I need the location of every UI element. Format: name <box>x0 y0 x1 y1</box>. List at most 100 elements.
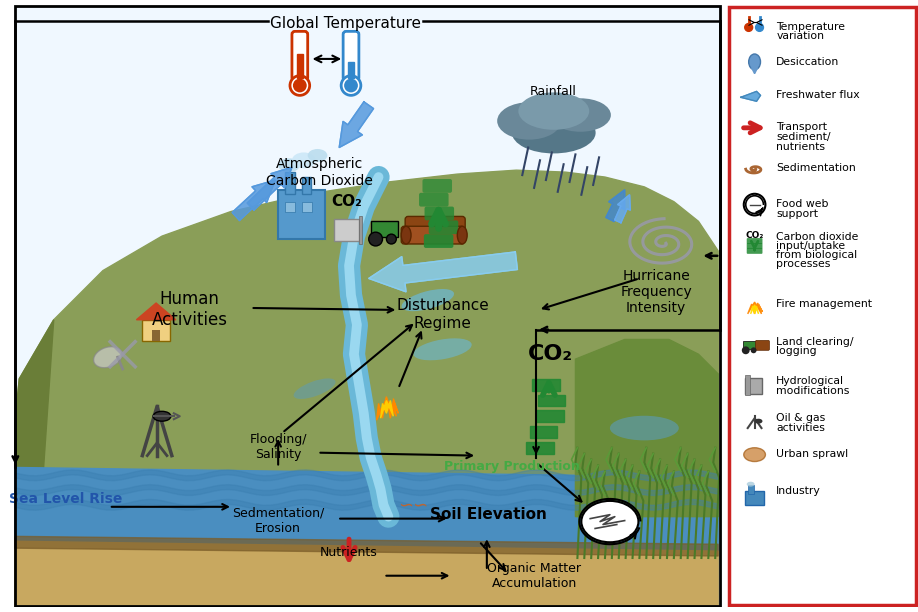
Text: processes: processes <box>777 259 831 269</box>
Text: Freshwater flux: Freshwater flux <box>777 91 860 100</box>
Ellipse shape <box>278 159 300 172</box>
Circle shape <box>742 346 750 354</box>
FancyBboxPatch shape <box>405 217 465 240</box>
Ellipse shape <box>519 92 589 130</box>
Ellipse shape <box>746 482 755 487</box>
Polygon shape <box>526 442 554 453</box>
Circle shape <box>293 78 307 92</box>
Text: Sedmentation/
Erosion: Sedmentation/ Erosion <box>232 507 324 535</box>
Polygon shape <box>747 302 763 314</box>
Polygon shape <box>15 468 718 607</box>
Circle shape <box>751 348 756 353</box>
Text: Organic Matter
Accumulation: Organic Matter Accumulation <box>487 562 581 590</box>
Polygon shape <box>15 170 718 607</box>
Bar <box>743 341 756 349</box>
Polygon shape <box>606 190 624 222</box>
Polygon shape <box>15 190 718 607</box>
Polygon shape <box>576 340 718 517</box>
Text: input/uptake: input/uptake <box>777 241 845 251</box>
Bar <box>285 202 295 212</box>
Bar <box>278 190 325 239</box>
Text: Sea Level Rise: Sea Level Rise <box>9 492 122 506</box>
Bar <box>744 491 765 505</box>
Circle shape <box>386 234 397 244</box>
Polygon shape <box>15 5 918 607</box>
Text: Desiccation: Desiccation <box>777 57 839 67</box>
Text: Fire management: Fire management <box>777 299 872 309</box>
Text: logging: logging <box>777 346 817 356</box>
Text: activities: activities <box>777 423 825 433</box>
Polygon shape <box>15 536 718 556</box>
Circle shape <box>756 23 764 31</box>
Polygon shape <box>348 62 354 78</box>
Polygon shape <box>381 400 393 418</box>
Text: Industry: Industry <box>777 486 821 496</box>
Ellipse shape <box>153 411 171 421</box>
Circle shape <box>744 194 766 215</box>
Polygon shape <box>536 410 564 422</box>
Text: variation: variation <box>777 31 824 42</box>
Polygon shape <box>615 195 631 223</box>
Text: Temperature: Temperature <box>777 21 845 32</box>
Ellipse shape <box>749 54 760 70</box>
Ellipse shape <box>292 152 316 168</box>
Bar <box>334 219 359 241</box>
Circle shape <box>744 23 753 31</box>
Bar <box>302 177 310 194</box>
Text: Rainfall: Rainfall <box>530 85 577 99</box>
Polygon shape <box>15 5 722 607</box>
Text: Food web: Food web <box>777 199 829 209</box>
Bar <box>747 485 754 494</box>
FancyBboxPatch shape <box>343 31 359 81</box>
Text: Disturbance
Regime: Disturbance Regime <box>397 298 489 330</box>
Polygon shape <box>15 541 718 607</box>
Text: Global Temperature: Global Temperature <box>270 16 420 31</box>
Ellipse shape <box>581 501 638 542</box>
Circle shape <box>341 76 361 95</box>
Text: Nutrients: Nutrients <box>320 546 378 559</box>
FancyBboxPatch shape <box>292 31 308 81</box>
FancyBboxPatch shape <box>422 179 452 193</box>
FancyBboxPatch shape <box>756 340 769 350</box>
Bar <box>729 7 916 605</box>
FancyBboxPatch shape <box>424 234 453 248</box>
Ellipse shape <box>755 419 763 424</box>
Polygon shape <box>532 379 560 390</box>
Polygon shape <box>137 303 175 320</box>
Text: from biological: from biological <box>777 250 857 260</box>
Polygon shape <box>339 102 374 147</box>
Text: Atmospheric
Carbon Dioxide: Atmospheric Carbon Dioxide <box>266 157 373 187</box>
Polygon shape <box>530 426 557 438</box>
Text: Land clearing/: Land clearing/ <box>777 337 854 346</box>
Polygon shape <box>751 305 758 314</box>
Bar <box>359 217 362 244</box>
Bar <box>302 202 311 212</box>
Ellipse shape <box>94 346 122 368</box>
Bar <box>371 222 398 237</box>
FancyBboxPatch shape <box>419 193 449 207</box>
Text: Oil & gas: Oil & gas <box>777 413 825 424</box>
Polygon shape <box>297 54 303 78</box>
Bar <box>285 172 295 194</box>
FancyBboxPatch shape <box>424 207 454 220</box>
Text: Sedimentation: Sedimentation <box>777 163 856 173</box>
Ellipse shape <box>308 149 328 162</box>
Text: Soil Elevation: Soil Elevation <box>431 507 547 522</box>
Text: CO₂: CO₂ <box>745 231 764 240</box>
Text: CO₂: CO₂ <box>331 194 363 209</box>
Ellipse shape <box>550 99 610 132</box>
Ellipse shape <box>413 338 472 360</box>
Polygon shape <box>538 395 565 406</box>
Polygon shape <box>376 397 398 420</box>
Ellipse shape <box>401 226 411 244</box>
FancyBboxPatch shape <box>401 226 465 244</box>
Ellipse shape <box>744 448 766 461</box>
Ellipse shape <box>610 416 678 441</box>
Polygon shape <box>15 320 54 607</box>
Polygon shape <box>369 252 518 292</box>
Ellipse shape <box>498 102 561 140</box>
FancyBboxPatch shape <box>746 238 763 244</box>
Ellipse shape <box>294 378 336 399</box>
Bar <box>152 330 160 341</box>
Text: Flooding/
Salinity: Flooding/ Salinity <box>250 433 307 461</box>
